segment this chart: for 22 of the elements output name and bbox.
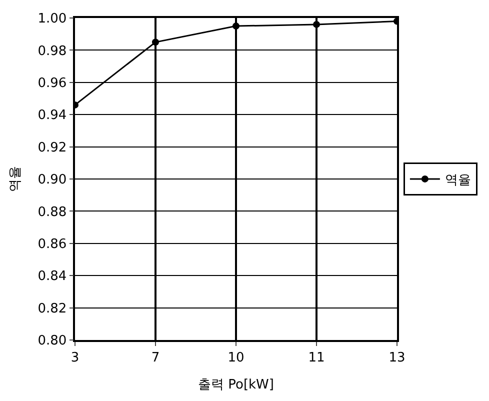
point: [232, 22, 240, 30]
y-axis-title: 역율: [8, 166, 24, 192]
y-tick-label: 0.98: [38, 44, 67, 59]
point: [152, 38, 159, 46]
y-tick-label: 0.80: [38, 334, 67, 349]
y-tick-label: 0.82: [38, 301, 67, 316]
x-tick-label: 11: [308, 350, 325, 366]
x-tick-label: 7: [151, 350, 160, 366]
x-tick-label: 3: [70, 350, 80, 366]
x-tick-label: 10: [228, 350, 244, 366]
y-tick-label: 0.90: [38, 172, 67, 188]
y-tick-label: 0.88: [38, 204, 67, 220]
legend-label: 역율: [444, 173, 471, 188]
y-tick-label: 0.94: [38, 108, 67, 124]
point: [313, 20, 320, 28]
y-tick-label: 0.92: [38, 140, 67, 156]
y-tick-label: 0.86: [38, 236, 67, 252]
y-tick-label: 1.00: [38, 12, 67, 27]
x-tick-label: 13: [388, 350, 406, 366]
x-axis-title: 출력 Po[kW]: [198, 377, 274, 392]
y-tick-label: 0.84: [38, 269, 67, 284]
y-tick-label: 0.96: [38, 76, 67, 91]
